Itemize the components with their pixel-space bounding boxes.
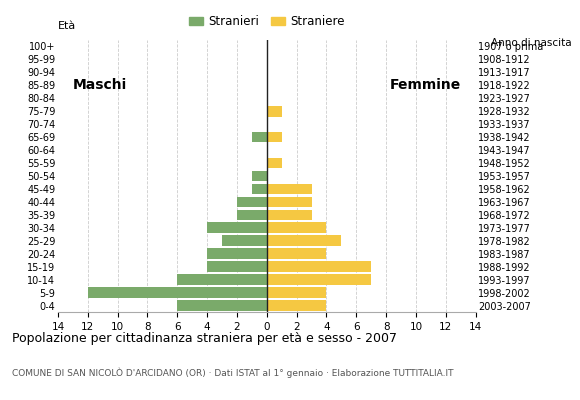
Bar — [207, 248, 267, 259]
Bar — [252, 184, 267, 194]
Bar — [252, 132, 267, 142]
Text: COMUNE DI SAN NICOLÒ D'ARCIDANO (OR) · Dati ISTAT al 1° gennaio · Elaborazione T: COMUNE DI SAN NICOLÒ D'ARCIDANO (OR) · D… — [12, 368, 453, 378]
Bar — [207, 222, 267, 233]
Bar — [267, 158, 282, 168]
Text: Maschi: Maschi — [73, 78, 127, 92]
Text: Anno di nascita: Anno di nascita — [491, 38, 571, 48]
Bar — [267, 222, 327, 233]
Bar — [267, 236, 342, 246]
Bar — [222, 236, 267, 246]
Bar — [177, 274, 267, 285]
Bar — [88, 287, 267, 298]
Bar — [267, 184, 311, 194]
Bar — [267, 210, 311, 220]
Bar — [267, 287, 327, 298]
Legend: Stranieri, Straniere: Stranieri, Straniere — [184, 10, 349, 33]
Bar — [267, 196, 311, 207]
Bar — [207, 261, 267, 272]
Bar — [252, 171, 267, 181]
Bar — [237, 210, 267, 220]
Bar — [267, 248, 327, 259]
Bar — [267, 132, 282, 142]
Text: Femmine: Femmine — [389, 78, 461, 92]
Bar — [267, 300, 327, 311]
Bar — [267, 274, 371, 285]
Bar — [177, 300, 267, 311]
Bar — [267, 261, 371, 272]
Text: Età: Età — [58, 21, 76, 31]
Text: Popolazione per cittadinanza straniera per età e sesso - 2007: Popolazione per cittadinanza straniera p… — [12, 332, 397, 345]
Bar — [267, 106, 282, 116]
Bar — [237, 196, 267, 207]
